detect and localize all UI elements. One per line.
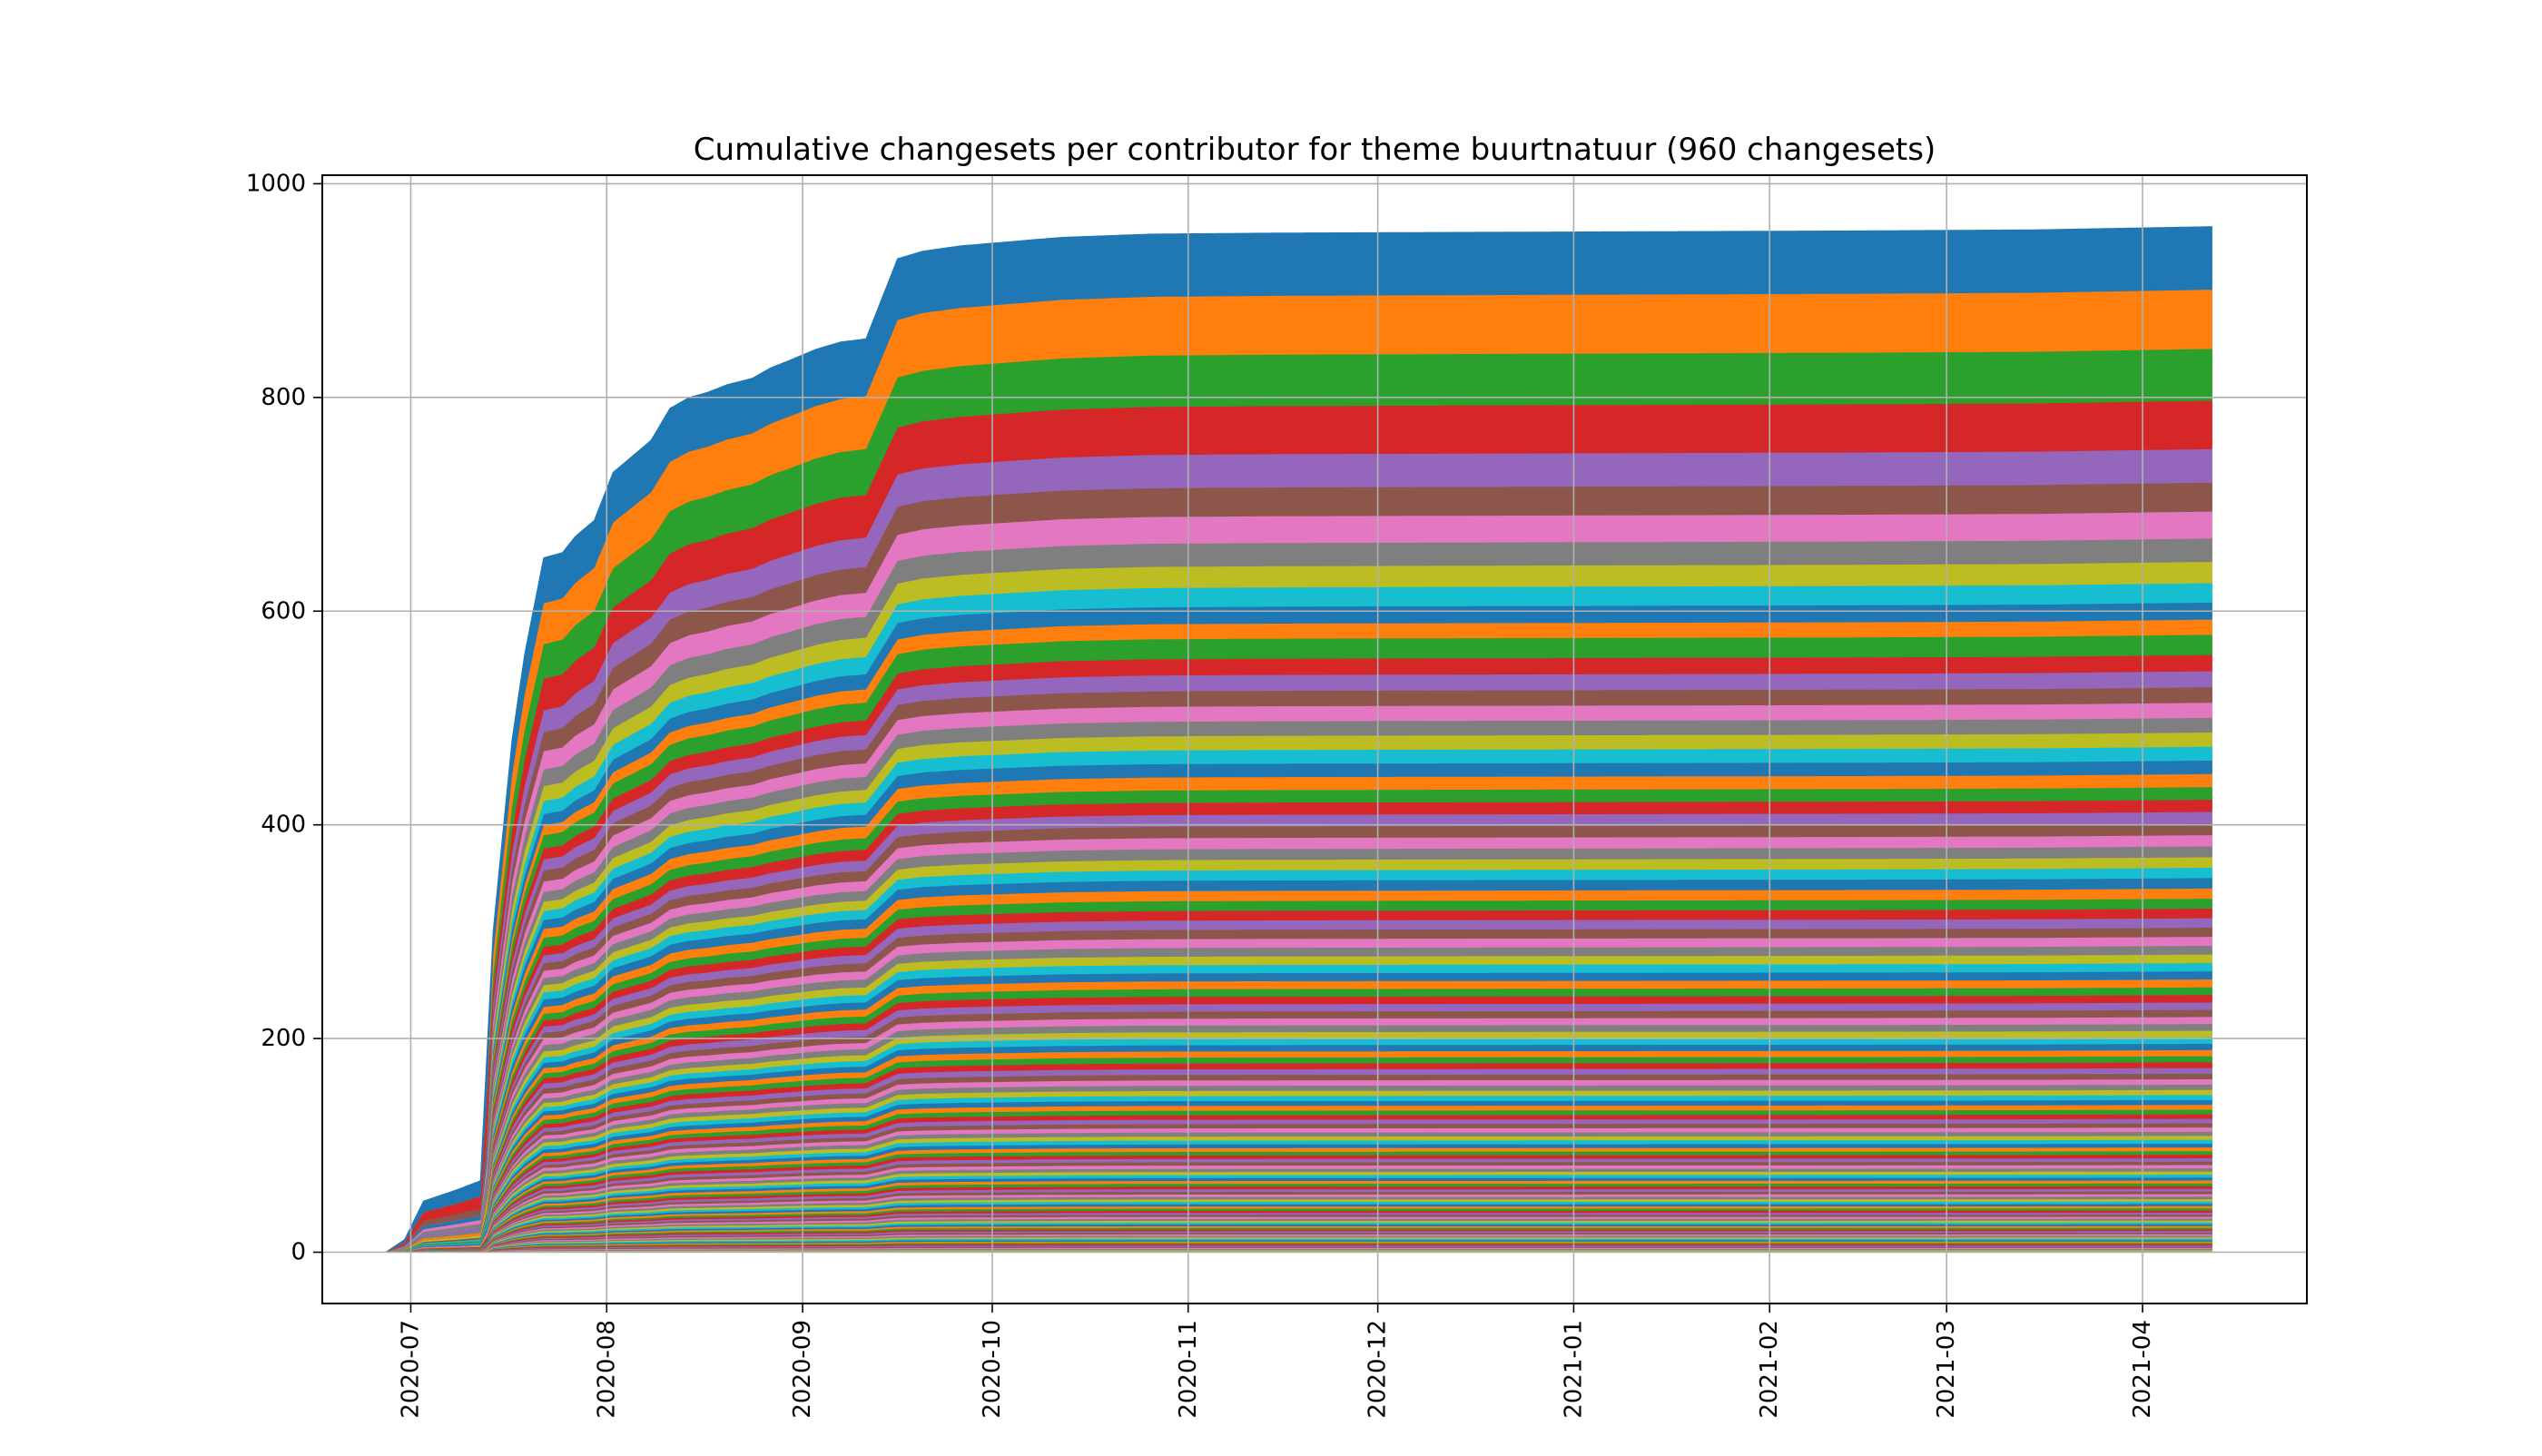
y-tick-label: 0	[291, 1239, 306, 1266]
y-tick-label: 800	[261, 384, 306, 411]
x-tick-label: 2020-07	[397, 1320, 424, 1419]
y-tick-label: 600	[261, 597, 306, 625]
y-tick-label: 400	[261, 812, 306, 839]
x-tick-label: 2021-03	[1933, 1320, 1960, 1419]
x-axis: 2020-07 2020-08 2020-09 2020-10 2020-11 2020-…	[397, 1304, 2156, 1419]
x-tick-label: 2021-04	[2129, 1320, 2156, 1419]
x-tick-label: 2021-01	[1560, 1320, 1587, 1419]
series-area-1	[385, 226, 2212, 1253]
x-tick-label: 2020-09	[789, 1320, 816, 1419]
y-tick-label: 200	[261, 1025, 306, 1052]
x-tick-label: 2020-12	[1365, 1320, 1392, 1419]
y-tick-label: 1000	[246, 170, 306, 197]
grid-lines	[322, 175, 2307, 1304]
x-tick-label: 2020-10	[979, 1320, 1006, 1419]
stacked-areas	[385, 226, 2212, 1253]
x-tick-label: 2021-02	[1756, 1320, 1783, 1419]
plot-frame	[321, 174, 2308, 1304]
y-axis: 0 200 400 600 800 1000	[246, 170, 322, 1266]
chart-title: Cumulative changesets per contributor fo…	[694, 132, 1936, 168]
x-tick-label: 2020-11	[1175, 1320, 1202, 1419]
x-tick-label: 2020-08	[593, 1320, 620, 1419]
